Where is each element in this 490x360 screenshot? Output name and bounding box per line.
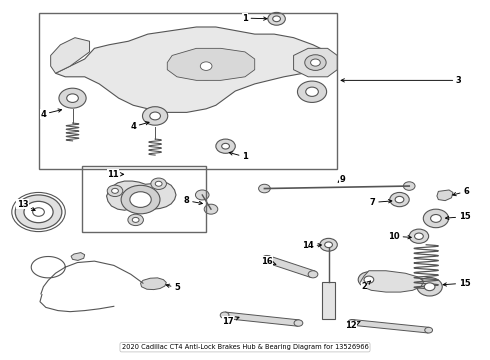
Text: 6: 6 [453, 187, 469, 196]
Circle shape [200, 62, 212, 71]
Circle shape [320, 238, 337, 251]
Text: 10: 10 [389, 232, 411, 241]
Polygon shape [106, 181, 176, 210]
Circle shape [143, 107, 168, 125]
Text: 11: 11 [107, 170, 123, 179]
Circle shape [24, 201, 53, 223]
Circle shape [59, 88, 86, 108]
Circle shape [107, 185, 123, 197]
Polygon shape [141, 278, 166, 289]
Circle shape [193, 56, 220, 76]
Circle shape [403, 182, 415, 190]
Text: 15: 15 [445, 212, 470, 221]
Circle shape [262, 256, 272, 262]
Text: 7: 7 [370, 198, 392, 207]
Text: 5: 5 [166, 283, 180, 292]
Circle shape [294, 320, 303, 326]
Polygon shape [55, 27, 328, 112]
Polygon shape [71, 253, 85, 260]
Circle shape [155, 181, 162, 186]
Circle shape [417, 278, 442, 296]
Circle shape [132, 217, 139, 222]
Circle shape [216, 139, 235, 153]
Text: 17: 17 [222, 317, 239, 326]
Circle shape [130, 192, 151, 207]
Text: 12: 12 [345, 321, 360, 330]
Circle shape [348, 319, 356, 325]
Circle shape [305, 55, 326, 71]
Polygon shape [351, 320, 429, 333]
Circle shape [188, 53, 224, 80]
Circle shape [25, 202, 52, 222]
Text: 3: 3 [341, 76, 462, 85]
Bar [322, 282, 335, 319]
Circle shape [150, 112, 160, 120]
Circle shape [311, 59, 320, 66]
Text: 13: 13 [17, 200, 35, 210]
Text: 15: 15 [443, 279, 470, 288]
Circle shape [259, 184, 270, 193]
Circle shape [390, 193, 409, 207]
Polygon shape [361, 271, 424, 292]
Bar [39, 13, 337, 169]
Circle shape [395, 196, 404, 203]
Text: 8: 8 [184, 196, 202, 205]
Text: 14: 14 [302, 241, 321, 250]
Circle shape [415, 233, 423, 239]
Circle shape [67, 94, 78, 103]
Circle shape [128, 214, 144, 226]
Circle shape [358, 272, 380, 288]
Circle shape [409, 229, 429, 243]
Circle shape [220, 312, 229, 318]
Text: 9: 9 [338, 175, 345, 184]
Circle shape [297, 81, 327, 103]
Circle shape [273, 16, 280, 22]
Polygon shape [167, 48, 255, 80]
Circle shape [268, 12, 285, 25]
Circle shape [204, 204, 218, 214]
Polygon shape [224, 312, 299, 326]
Circle shape [364, 276, 374, 283]
Circle shape [221, 143, 229, 149]
Circle shape [325, 242, 332, 248]
Circle shape [306, 87, 318, 96]
Circle shape [15, 195, 62, 229]
Text: 1: 1 [229, 152, 248, 161]
Text: 2: 2 [361, 281, 370, 291]
Polygon shape [50, 38, 90, 73]
Text: 1: 1 [242, 14, 267, 23]
Polygon shape [437, 190, 453, 201]
Polygon shape [294, 48, 337, 77]
Circle shape [425, 327, 433, 333]
Circle shape [431, 215, 441, 222]
Circle shape [423, 209, 448, 228]
Text: 16: 16 [261, 257, 276, 266]
Circle shape [196, 190, 209, 200]
Circle shape [121, 185, 160, 214]
Text: 2020 Cadillac CT4 Anti-Lock Brakes Hub & Bearing Diagram for 13526966: 2020 Cadillac CT4 Anti-Lock Brakes Hub &… [122, 344, 368, 350]
Bar [82, 166, 206, 231]
Circle shape [33, 208, 45, 216]
Circle shape [424, 283, 435, 291]
Text: 4: 4 [41, 109, 62, 119]
Polygon shape [265, 256, 315, 278]
Circle shape [308, 271, 318, 278]
Circle shape [112, 188, 119, 193]
Text: 4: 4 [130, 122, 149, 131]
Circle shape [151, 178, 167, 189]
